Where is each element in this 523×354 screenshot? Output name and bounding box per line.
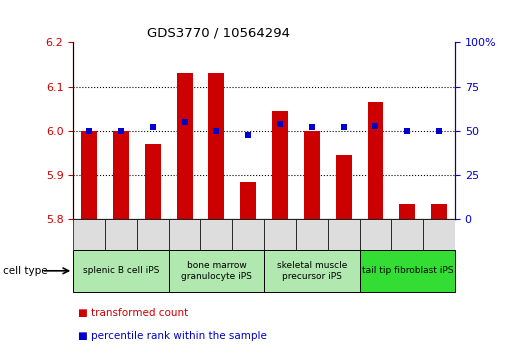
Bar — [81, 131, 97, 219]
Bar — [113, 131, 129, 219]
Bar — [368, 102, 383, 219]
Point — [149, 125, 157, 130]
Bar — [264, 219, 296, 250]
Bar — [272, 111, 288, 219]
Bar — [431, 204, 447, 219]
Bar — [360, 250, 455, 292]
Bar — [200, 219, 232, 250]
Point — [276, 121, 284, 127]
Bar — [145, 144, 161, 219]
Bar — [423, 219, 455, 250]
Text: ■ transformed count: ■ transformed count — [78, 308, 189, 318]
Bar — [137, 219, 168, 250]
Text: splenic B cell iPS: splenic B cell iPS — [83, 266, 159, 275]
Bar — [168, 219, 200, 250]
Title: GDS3770 / 10564294: GDS3770 / 10564294 — [147, 27, 290, 40]
Bar — [168, 250, 264, 292]
Bar — [328, 219, 360, 250]
Point — [117, 128, 125, 134]
Point — [339, 125, 348, 130]
Text: bone marrow
granulocyte iPS: bone marrow granulocyte iPS — [181, 261, 252, 280]
Bar — [105, 219, 137, 250]
Point — [180, 119, 189, 125]
Bar — [177, 74, 192, 219]
Bar — [264, 250, 360, 292]
Point — [244, 132, 253, 137]
Bar — [336, 155, 351, 219]
Bar — [400, 204, 415, 219]
Point — [435, 128, 444, 134]
Text: tail tip fibroblast iPS: tail tip fibroblast iPS — [361, 266, 453, 275]
Bar — [209, 74, 224, 219]
Bar — [73, 250, 168, 292]
Bar — [391, 219, 423, 250]
Point — [212, 128, 221, 134]
Bar — [360, 219, 391, 250]
Point — [371, 123, 380, 129]
Bar — [304, 131, 320, 219]
Bar — [73, 219, 105, 250]
Text: ■ percentile rank within the sample: ■ percentile rank within the sample — [78, 331, 267, 341]
Text: cell type: cell type — [3, 266, 47, 276]
Bar — [296, 219, 328, 250]
Point — [308, 125, 316, 130]
Text: skeletal muscle
precursor iPS: skeletal muscle precursor iPS — [277, 261, 347, 280]
Point — [403, 128, 412, 134]
Bar — [240, 182, 256, 219]
Point — [85, 128, 93, 134]
Bar — [232, 219, 264, 250]
